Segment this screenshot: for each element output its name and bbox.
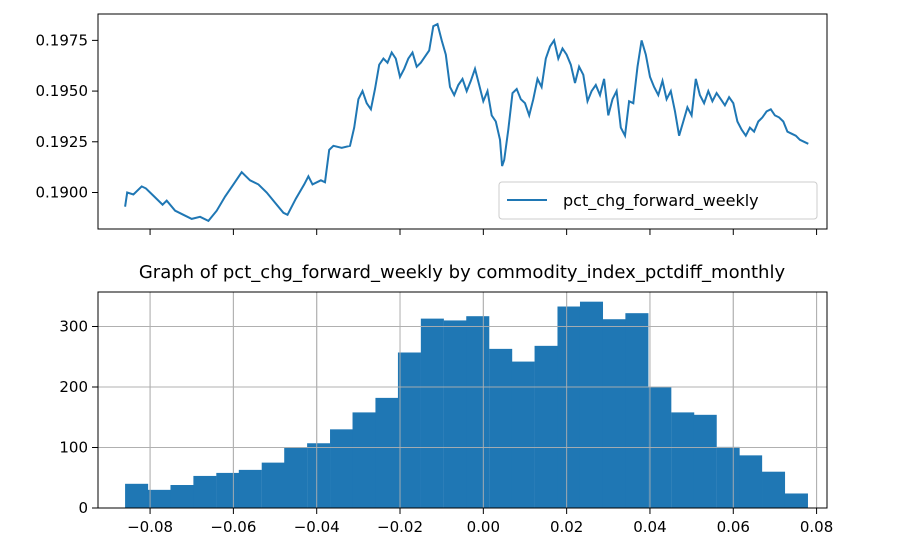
histogram-bar xyxy=(375,397,399,508)
chart-title: Graph of pct_chg_forward_weekly by commo… xyxy=(139,262,786,283)
x-tick-label: 0.08 xyxy=(800,518,833,536)
histogram-bar xyxy=(579,301,604,508)
histogram-bar xyxy=(352,412,376,508)
y-tick-label: 300 xyxy=(59,317,88,335)
histogram-bar xyxy=(716,446,740,508)
x-axis-ticks xyxy=(149,229,818,235)
x-tick-label: 0.04 xyxy=(633,518,666,536)
y-axis-ticks: 0 100 200 300 xyxy=(59,317,98,517)
plot-frame xyxy=(97,291,828,509)
histogram-bar xyxy=(397,352,421,508)
y-tick-label: 0 xyxy=(78,499,88,517)
y-tick-label: 0.1925 xyxy=(36,133,89,151)
histogram-bar xyxy=(489,348,513,508)
histogram-bar xyxy=(762,471,786,508)
y-tick-label: 0.1900 xyxy=(36,183,89,201)
histogram-bar xyxy=(284,447,308,508)
histogram-bar xyxy=(693,414,717,508)
histogram-bar xyxy=(307,443,331,508)
histogram-bar xyxy=(261,462,285,508)
y-tick-label: 200 xyxy=(59,378,88,396)
x-tick-label: 0.06 xyxy=(717,518,750,536)
histogram-bar xyxy=(739,455,763,508)
x-tick-label: 0.00 xyxy=(467,518,500,536)
histogram-bar xyxy=(466,316,490,508)
y-tick-label: 0.1950 xyxy=(36,82,89,100)
y-tick-label: 100 xyxy=(59,438,88,456)
x-tick-label: −0.04 xyxy=(294,518,340,536)
legend: pct_chg_forward_weekly xyxy=(498,181,818,220)
histogram-bar xyxy=(216,472,240,508)
histogram-bar xyxy=(625,313,649,508)
histogram-bar xyxy=(511,361,535,508)
histogram-bar xyxy=(557,306,581,508)
y-axis-ticks: 0.1900 0.1925 0.1950 0.1975 xyxy=(36,31,98,201)
histogram-bar xyxy=(238,469,262,508)
legend-label: pct_chg_forward_weekly xyxy=(563,191,759,211)
histogram-bar xyxy=(330,429,354,508)
histogram-bar xyxy=(420,318,444,508)
histogram-bars xyxy=(125,301,808,508)
histogram-bar xyxy=(443,320,467,508)
histogram-bar xyxy=(784,493,808,508)
x-tick-label: −0.08 xyxy=(127,518,173,536)
histogram-bar xyxy=(170,485,194,508)
series-line xyxy=(124,22,809,223)
histogram-bar xyxy=(534,345,558,508)
histogram-bar xyxy=(193,475,217,508)
line-chart: 0.1900 0.1925 0.1950 0.1975 pct_chg_forward… xyxy=(36,13,828,235)
histogram-bar xyxy=(125,483,149,508)
x-tick-label: −0.06 xyxy=(210,518,256,536)
histogram-bar xyxy=(147,489,172,508)
x-axis-ticks: −0.08 −0.06 −0.04 −0.02 0.00 0.02 0.04 0.06 0.08 xyxy=(127,508,833,536)
histogram-chart: Graph of pct_chg_forward_weekly by commo… xyxy=(59,262,833,536)
x-tick-label: −0.02 xyxy=(377,518,423,536)
legend-frame xyxy=(498,181,818,220)
plot-frame xyxy=(97,13,828,230)
y-tick-label: 0.1975 xyxy=(36,31,89,49)
x-tick-label: 0.02 xyxy=(550,518,583,536)
histogram-bar xyxy=(602,319,626,508)
histogram-bar xyxy=(671,412,695,508)
